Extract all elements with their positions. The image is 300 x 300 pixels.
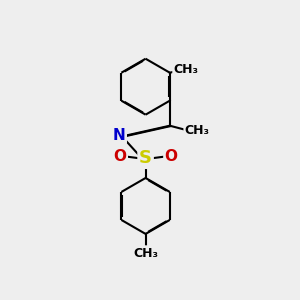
Text: S: S — [139, 149, 152, 167]
Text: CH₃: CH₃ — [173, 63, 199, 76]
Text: CH₃: CH₃ — [185, 124, 210, 136]
Text: O: O — [165, 149, 178, 164]
Text: CH₃: CH₃ — [133, 247, 158, 260]
Text: O: O — [113, 149, 127, 164]
Text: N: N — [113, 128, 125, 143]
